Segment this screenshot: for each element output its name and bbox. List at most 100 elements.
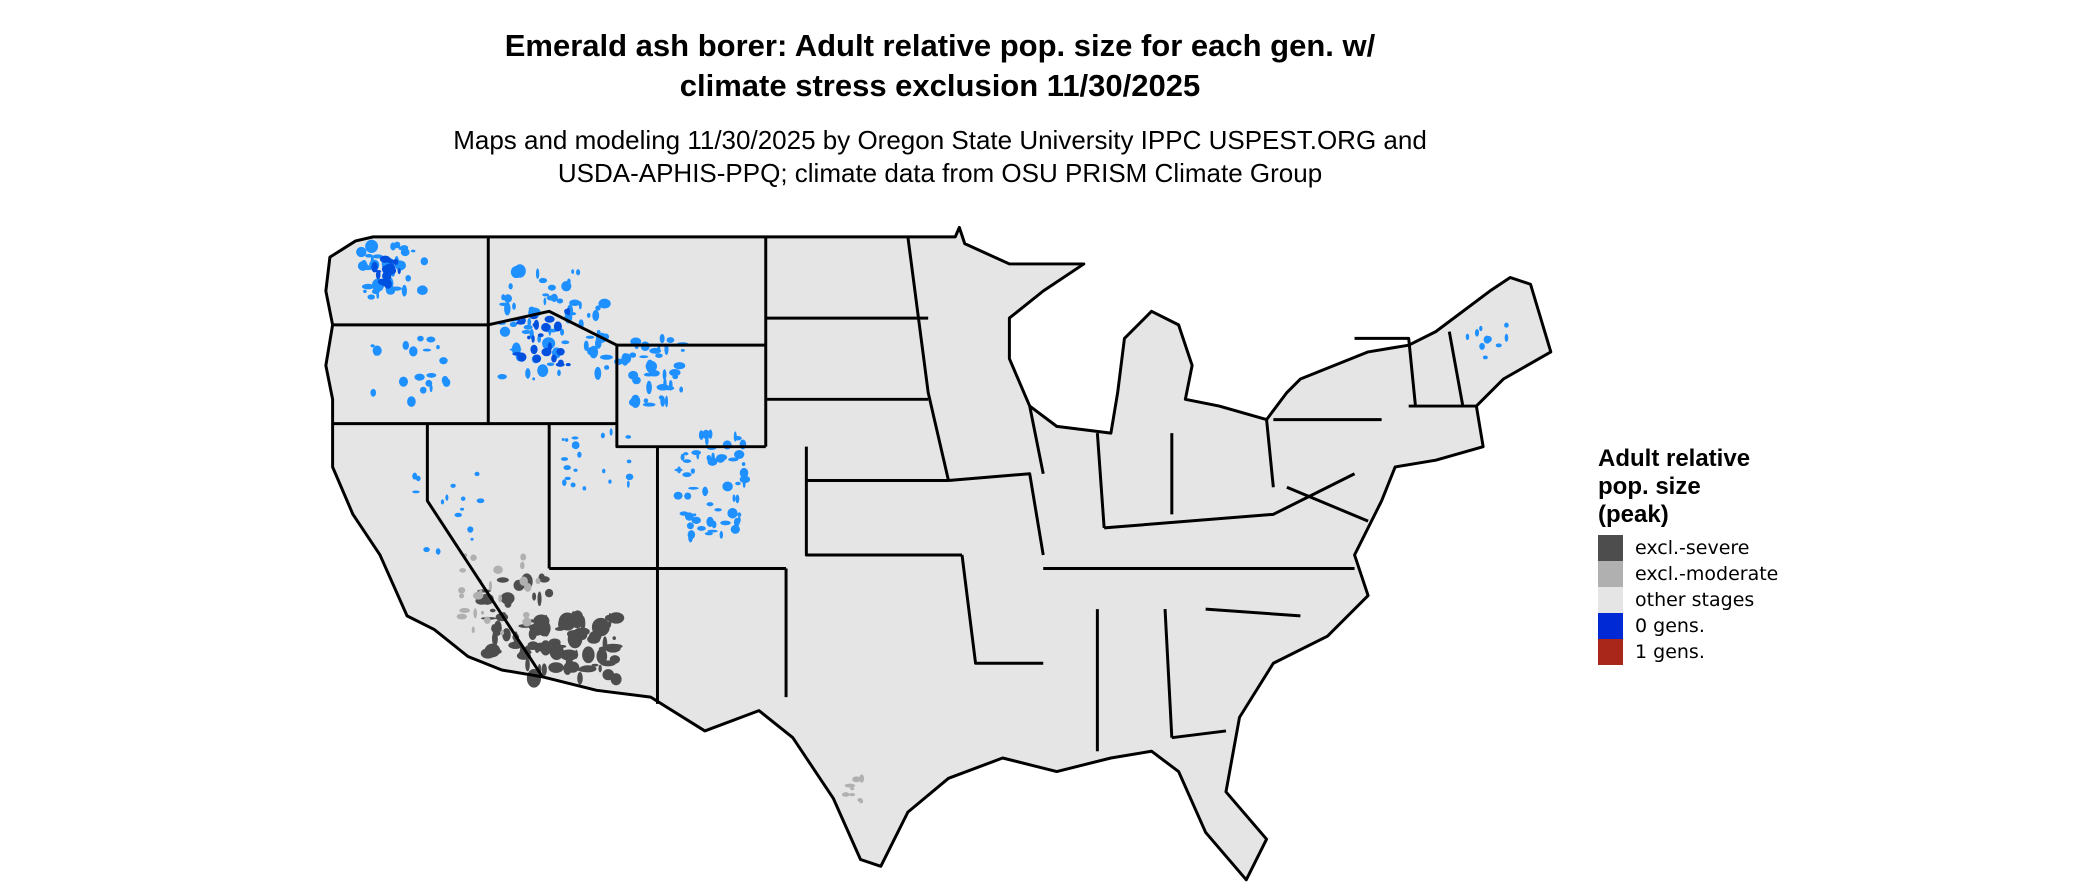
legend-item-1-gens: 1 gens.	[1598, 639, 1778, 665]
excl-severe-patch	[563, 662, 572, 675]
excl-severe-patch	[605, 644, 621, 653]
excl-severe-patch	[534, 644, 540, 654]
excl-moderate-patch	[488, 580, 493, 591]
zero-gens-patch	[561, 340, 570, 345]
zero-gens-patch	[561, 281, 572, 292]
excl-severe-patch	[591, 663, 599, 667]
zero-gens-patch	[370, 255, 374, 265]
zero-gens-patch	[531, 335, 535, 343]
zero-gens-patch	[369, 244, 373, 248]
zero-gens-patch	[363, 289, 367, 294]
zero-gens-patch	[594, 366, 602, 380]
zero-gens-patch	[445, 494, 449, 501]
zero-gens-patch	[602, 468, 606, 474]
zero-gens-patch	[1504, 333, 1509, 342]
zero-gens-patch	[392, 258, 399, 266]
zero-gens-patch	[600, 354, 613, 360]
zero-gens-patch	[440, 499, 445, 505]
zero-gens-patch	[707, 529, 718, 533]
excl-moderate-patch	[458, 587, 466, 594]
zero-gens-patch	[735, 494, 740, 504]
zero-gens-patch	[1487, 336, 1492, 343]
zero-gens-patch	[706, 502, 714, 507]
zero-gens-patch	[739, 467, 749, 478]
zero-gens-patch	[541, 322, 551, 332]
zero-gens-patch	[535, 268, 540, 280]
zero-gens-patch	[592, 309, 600, 322]
excl-severe-patch	[604, 614, 614, 621]
zero-gens-patch	[711, 520, 717, 529]
zero-gens-patch	[687, 530, 696, 540]
zero-gens-patch	[373, 350, 378, 356]
zero-gens-patch	[570, 482, 576, 488]
zero-gens-patch	[410, 249, 416, 253]
zero-gens-patch	[527, 335, 531, 340]
zero-gens-patch	[714, 508, 722, 512]
state-boundary-line	[1205, 607, 1301, 618]
zero-gens-patch	[716, 454, 728, 461]
excl-moderate-patch	[498, 594, 502, 603]
excl-severe-patch	[596, 648, 608, 665]
zero-gens-patch	[553, 321, 562, 332]
zero-gens-patch	[538, 277, 548, 284]
zero-gens-patch	[532, 377, 536, 381]
zero-gens-patch	[707, 457, 718, 466]
zero-gens-patch	[419, 386, 427, 394]
zero-gens-patch	[688, 486, 699, 490]
zero-gens-patch	[686, 496, 691, 500]
excl-severe-patch	[496, 577, 509, 583]
zero-gens-patch	[698, 430, 704, 440]
zero-gens-patch	[426, 372, 437, 378]
zero-gens-patch	[690, 468, 696, 474]
excl-severe-patch	[559, 649, 579, 661]
excl-severe-patch	[538, 576, 550, 583]
zero-gens-patch	[381, 264, 392, 274]
zero-gens-patch	[595, 305, 601, 311]
zero-gens-patch	[679, 386, 684, 393]
excl-severe-patch	[489, 608, 496, 613]
zero-gens-patch	[442, 378, 451, 387]
legend-swatch	[1598, 639, 1623, 665]
excl-severe-patch	[582, 646, 595, 664]
zero-gens-patch	[733, 431, 737, 442]
zero-gens-patch	[669, 368, 681, 377]
zero-gens-patch	[527, 318, 532, 327]
zero-gens-patch	[546, 362, 555, 367]
legend-item-0-gens: 0 gens.	[1598, 613, 1778, 639]
zero-gens-patch	[585, 335, 595, 339]
excl-severe-patch	[480, 648, 496, 659]
zero-gens-patch	[679, 511, 689, 516]
zero-gens-patch	[532, 322, 538, 327]
zero-gens-patch	[686, 522, 694, 530]
state-boundary-line	[948, 472, 1045, 556]
zero-gens-patch	[600, 432, 605, 439]
excl-moderate-patch	[473, 608, 478, 619]
zero-gens-patch	[1495, 343, 1502, 348]
zero-gens-patch	[629, 352, 637, 358]
excl-severe-patch	[496, 649, 502, 654]
zero-gens-patch	[683, 452, 689, 456]
excl-moderate-patch	[520, 553, 527, 561]
zero-gens-patch	[499, 302, 509, 306]
excl-moderate-patch	[844, 783, 856, 788]
excl-moderate-patch	[852, 776, 861, 783]
zero-gens-patch	[628, 370, 639, 380]
state-boundary-line	[804, 446, 963, 557]
excl-severe-patch	[549, 643, 564, 660]
zero-gens-patch	[557, 359, 564, 367]
zero-gens-patch	[702, 486, 708, 497]
zero-gens-patch	[577, 451, 582, 458]
zero-gens-patch	[704, 531, 713, 536]
zero-gens-patch	[460, 496, 466, 501]
excl-moderate-patch	[472, 591, 484, 600]
zero-gens-patch	[571, 269, 575, 274]
zero-gens-patch	[470, 537, 474, 541]
zero-gens-patch	[730, 524, 740, 534]
zero-gens-patch	[656, 384, 670, 391]
zero-gens-patch	[737, 516, 741, 524]
state-boundary-line	[425, 423, 544, 678]
zero-gens-patch	[544, 315, 555, 323]
zero-gens-patch	[680, 348, 685, 352]
excl-severe-patch	[525, 658, 530, 672]
zero-gens-patch	[735, 481, 741, 486]
